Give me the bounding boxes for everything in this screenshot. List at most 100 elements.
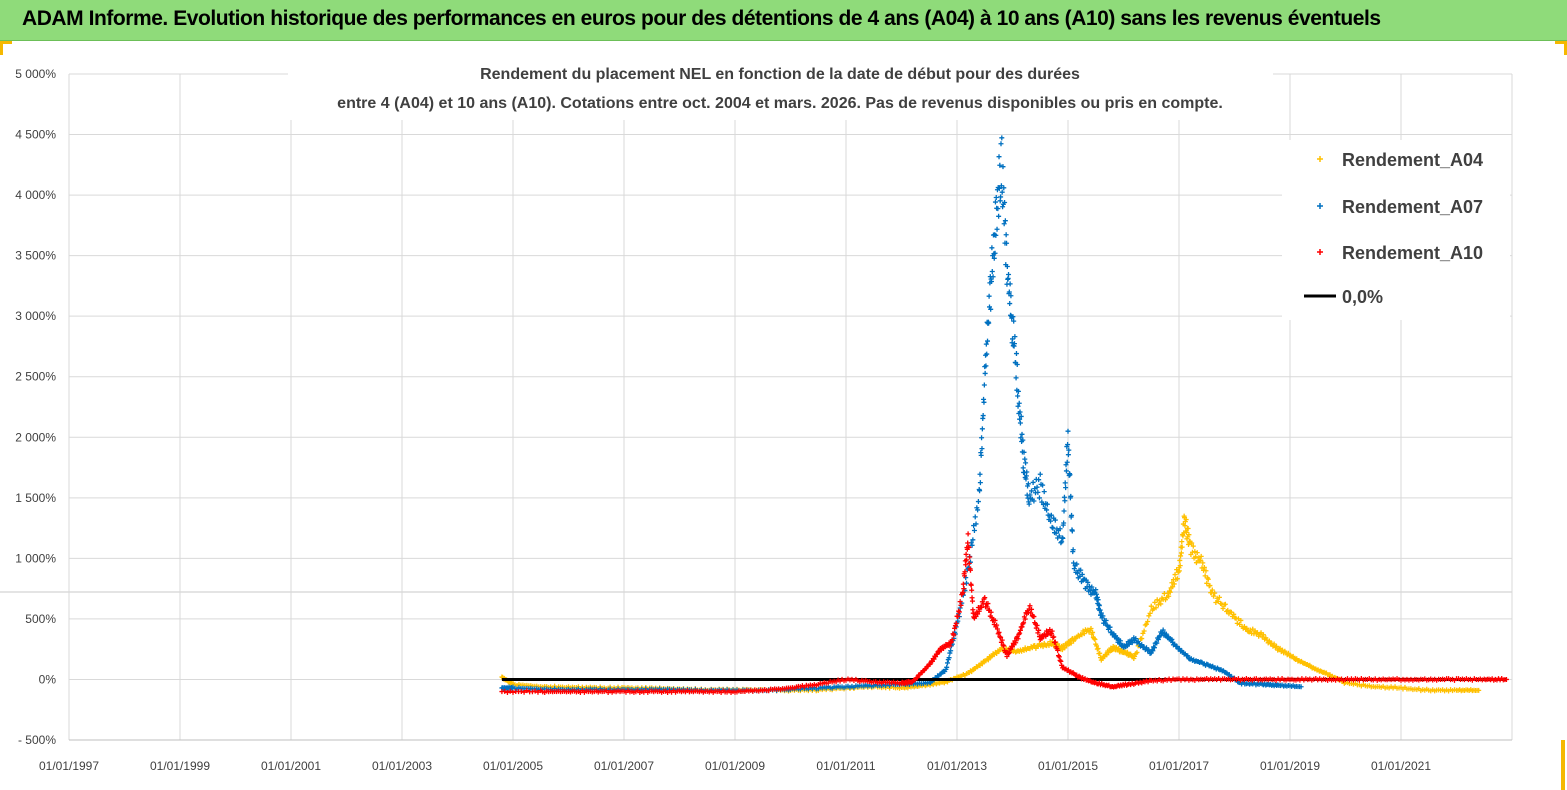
- data-point: [1044, 507, 1050, 513]
- bottom-right-corner-mark: [1561, 740, 1565, 790]
- x-tick-label: 01/01/2015: [1038, 759, 1098, 773]
- data-point: [955, 613, 961, 619]
- data-point: [961, 586, 967, 592]
- data-point: [980, 413, 986, 419]
- data-point: [979, 435, 985, 441]
- data-point: [1017, 420, 1023, 426]
- data-point: [966, 544, 972, 550]
- data-point: [1220, 605, 1226, 611]
- data-point: [1148, 603, 1154, 609]
- data-point: [977, 471, 983, 477]
- data-point: [1193, 554, 1199, 560]
- data-point: [1090, 629, 1096, 635]
- data-point: [1260, 632, 1266, 638]
- data-point: [504, 690, 510, 696]
- data-point: [1170, 584, 1176, 590]
- data-point: [1176, 568, 1182, 574]
- data-point: [963, 551, 969, 557]
- data-point: [1081, 631, 1087, 637]
- data-point: [1048, 512, 1054, 518]
- y-tick-label: 1 000%: [15, 551, 56, 565]
- data-point: [1029, 488, 1035, 494]
- data-point: [529, 689, 535, 695]
- data-point: [1063, 485, 1069, 491]
- data-point: [1172, 572, 1178, 578]
- data-point: [1205, 576, 1211, 582]
- data-point: [944, 660, 950, 666]
- data-point: [972, 514, 978, 520]
- data-point: [975, 507, 981, 513]
- data-point: [1143, 645, 1149, 651]
- data-point: [1194, 550, 1200, 556]
- data-point: [1071, 560, 1077, 566]
- data-point: [1060, 535, 1066, 541]
- data-point: [948, 648, 954, 654]
- data-point: [535, 689, 541, 695]
- data-point: [984, 351, 990, 357]
- data-point: [1100, 613, 1106, 619]
- data-point: [1071, 566, 1077, 572]
- data-point: [1177, 563, 1183, 569]
- data-point: [1058, 540, 1064, 546]
- data-point: [982, 370, 988, 376]
- data-point: [1001, 221, 1007, 227]
- x-tick-label: 01/01/2001: [261, 759, 321, 773]
- data-point: [967, 554, 973, 560]
- data-point: [1086, 583, 1092, 589]
- data-point: [988, 306, 994, 312]
- data-point: [1155, 602, 1161, 608]
- data-point: [1031, 498, 1037, 504]
- data-point: [964, 557, 970, 563]
- data-point: [1029, 606, 1035, 612]
- data-point: [1051, 634, 1057, 640]
- data-point: [1198, 553, 1204, 559]
- data-point: [1044, 501, 1050, 507]
- data-point: [979, 446, 985, 452]
- series-rendement-a07: [499, 135, 1304, 694]
- data-point: [1098, 610, 1104, 616]
- data-point: [1020, 465, 1026, 471]
- data-point: [1034, 622, 1040, 628]
- data-point: [1035, 489, 1041, 495]
- top-left-corner-mark: [0, 41, 3, 55]
- data-point: [1002, 218, 1008, 224]
- y-tick-label: 500%: [25, 612, 56, 626]
- data-point: [981, 382, 987, 388]
- data-point: [1174, 576, 1180, 582]
- data-point: [1210, 593, 1216, 599]
- data-point: [1018, 413, 1024, 419]
- data-point: [1019, 431, 1025, 437]
- data-point: [1155, 636, 1161, 642]
- data-point: [1011, 318, 1017, 324]
- data-point: [1189, 549, 1195, 555]
- y-tick-label: 0%: [39, 672, 57, 686]
- data-point: [1055, 653, 1061, 659]
- data-point: [1036, 627, 1042, 633]
- data-point: [969, 598, 975, 604]
- data-point: [976, 608, 982, 614]
- data-point: [1007, 281, 1013, 287]
- data-point: [969, 542, 975, 548]
- data-point: [993, 194, 999, 200]
- data-point: [1022, 456, 1028, 462]
- data-point: [1021, 620, 1027, 626]
- x-tick-label: 01/01/2021: [1371, 759, 1431, 773]
- data-point: [1059, 662, 1065, 668]
- data-point: [1285, 650, 1291, 656]
- data-point: [1095, 646, 1101, 652]
- data-point: [1019, 624, 1025, 630]
- data-point: [997, 634, 1003, 640]
- data-point: [1085, 579, 1091, 585]
- data-point: [1017, 416, 1023, 422]
- data-point: [985, 338, 991, 344]
- data-point: [1074, 561, 1080, 567]
- data-point: [1183, 517, 1189, 523]
- data-point: [1021, 648, 1027, 654]
- data-point: [970, 537, 976, 543]
- data-point: [968, 582, 974, 588]
- data-point: [966, 560, 972, 566]
- data-point: [1133, 636, 1139, 642]
- data-point: [521, 689, 527, 695]
- data-point: [989, 269, 995, 275]
- data-point: [1134, 649, 1140, 655]
